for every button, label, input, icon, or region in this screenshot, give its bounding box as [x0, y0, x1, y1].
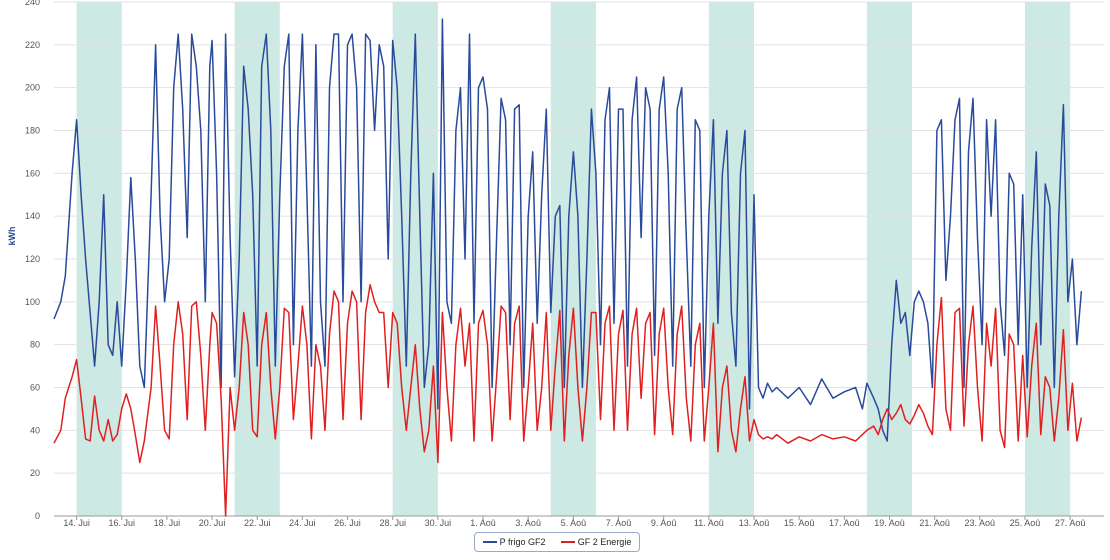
y-tick-label: 120 — [25, 254, 40, 264]
y-tick-label: 180 — [25, 126, 40, 136]
y-tick-label: 0 — [35, 511, 40, 521]
series-group — [53, 18, 1083, 517]
y-tick-label: 60 — [30, 383, 40, 393]
x-tick-label: 11. Aoû — [694, 518, 724, 528]
x-tick-label: 19. Aoû — [874, 518, 905, 528]
legend-swatch-series-2 — [560, 541, 575, 543]
x-tick-label: 22. Jui — [244, 518, 271, 528]
x-tick-label: 25. Aoû — [1010, 518, 1041, 528]
y-tick-label: 160 — [25, 168, 40, 178]
y-tick-label: 80 — [30, 340, 40, 350]
line-chart: 0 20 40 60 80 100 120 140 160 180 200 220 240 14. Ju… — [7, 0, 1104, 528]
y-tick-label: 20 — [30, 468, 40, 478]
y-tick-label: 140 — [25, 211, 40, 221]
x-tick-label: 18. Jui — [154, 518, 181, 528]
series-line-2 — [53, 283, 1083, 517]
legend-label-series-1: P frigo GF2 — [499, 537, 546, 547]
series-line-1 — [53, 18, 1083, 442]
x-tick-label: 3. Aoû — [515, 518, 541, 528]
y-tick-label: 200 — [25, 83, 40, 93]
x-tick-label: 21. Aoû — [919, 518, 950, 528]
x-tick-label: 26. Jui — [334, 518, 361, 528]
x-tick-label: 14. Jui — [63, 518, 90, 528]
x-tick-label: 23. Aoû — [965, 518, 996, 528]
x-tick-label: 28. Jui — [379, 518, 406, 528]
x-tick-label: 24. Jui — [289, 518, 316, 528]
x-tick-label: 13. Aoû — [739, 518, 770, 528]
y-tick-label: 220 — [25, 40, 40, 50]
y-axis: 0 20 40 60 80 100 120 140 160 180 200 220 240 — [25, 0, 40, 521]
legend-label-series-2: GF 2 Energie — [577, 537, 632, 547]
x-tick-label: 15. Aoû — [784, 518, 815, 528]
y-tick-label: 40 — [30, 425, 40, 435]
y-tick-label: 100 — [25, 297, 40, 307]
x-axis: 14. Jui 16. Jui 18. Jui 20. Jui 22. Jui 24. J… — [54, 515, 1104, 528]
x-tick-label: 16. Jui — [108, 518, 135, 528]
x-tick-label: 9. Aoû — [651, 518, 677, 528]
legend: P frigo GF2 GF 2 Energie — [474, 532, 640, 552]
x-tick-label: 30. Jui — [425, 518, 452, 528]
x-tick-label: 5. Aoû — [561, 518, 587, 528]
y-axis-label: kWh — [7, 227, 17, 246]
x-tick-label: 20. Jui — [199, 518, 226, 528]
x-tick-label: 27. Aoû — [1055, 518, 1086, 528]
x-tick-label: 1. Aoû — [470, 518, 496, 528]
legend-item-series-2[interactable]: GF 2 Energie — [560, 537, 632, 547]
legend-swatch-series-1 — [482, 541, 497, 543]
legend-item-series-1[interactable]: P frigo GF2 — [482, 537, 546, 547]
x-tick-label: 7. Aoû — [606, 518, 632, 528]
x-tick-label: 17. Aoû — [829, 518, 860, 528]
y-tick-label: 240 — [25, 0, 40, 7]
